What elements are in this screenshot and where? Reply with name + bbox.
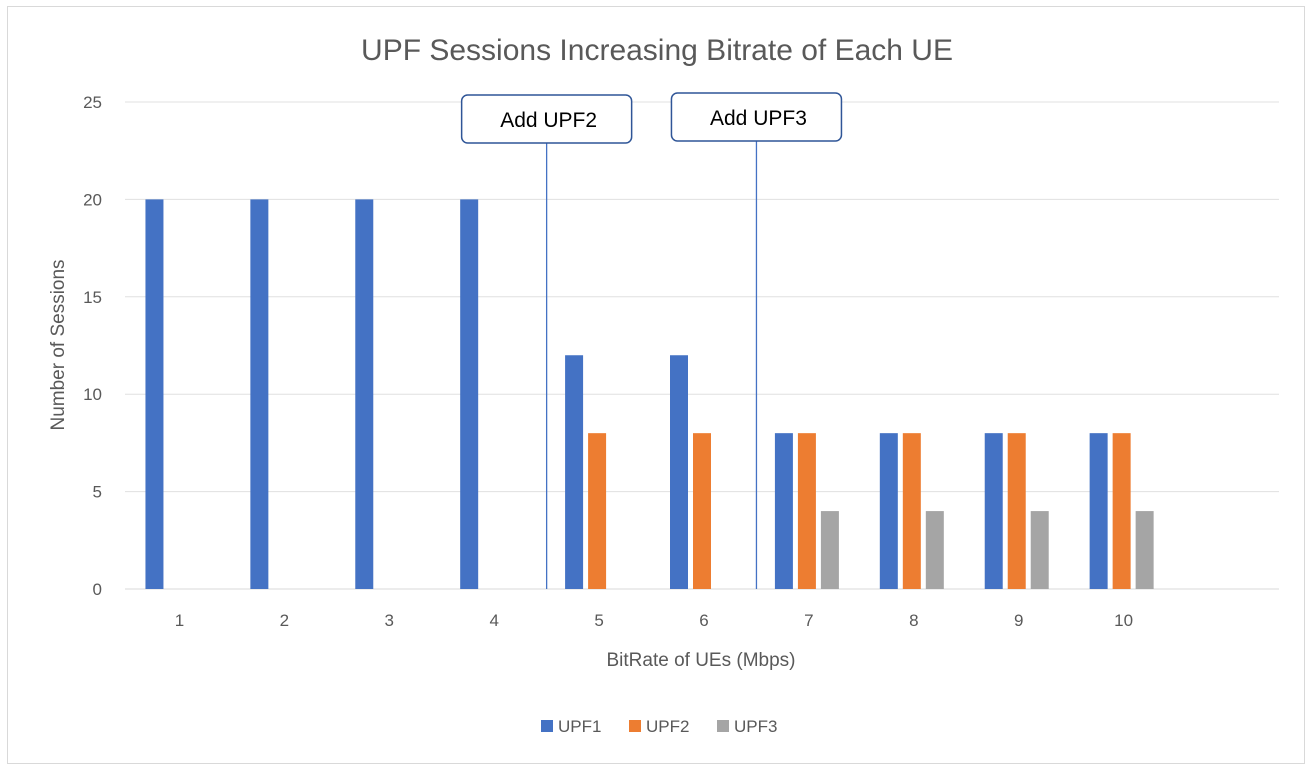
- annotation-label: Add UPF3: [710, 107, 807, 130]
- annotations: Add UPF2 Add UPF3: [460, 92, 843, 589]
- x-tick-label: 7: [804, 611, 813, 630]
- y-tick-label: 20: [83, 190, 102, 209]
- bar-upf1-5: [565, 355, 584, 589]
- legend-label-upf3: UPF3: [734, 717, 777, 736]
- chart-frame: [7, 6, 1305, 764]
- bar-upf2-6: [693, 433, 711, 589]
- x-tick-label: 2: [280, 611, 289, 630]
- bar-upf1-7: [774, 433, 793, 589]
- legend-label-upf2: UPF2: [646, 717, 689, 736]
- bar-upf2-5: [588, 433, 607, 589]
- y-tick-label: 5: [93, 483, 102, 502]
- x-axis-title: BitRate of UEs (Mbps): [607, 650, 796, 671]
- bar-upf2-7: [797, 433, 816, 589]
- y-tick-label: 0: [93, 580, 102, 599]
- bar-upf3-9: [1030, 511, 1049, 589]
- legend-swatch-upf1: [541, 720, 553, 732]
- annotation-label: Add UPF2: [500, 109, 597, 132]
- bar-upf1-6: [670, 355, 688, 589]
- x-axis-ticks: 1 2 3 4 5 6 7 8 9 10: [175, 611, 1133, 630]
- bar-upf1-1: [145, 199, 164, 589]
- bar-upf1-9: [984, 433, 1003, 589]
- legend: UPF1 UPF2 UPF3: [541, 717, 777, 736]
- bar-upf1-4: [460, 199, 479, 589]
- bars: [145, 199, 1154, 589]
- legend-label-upf1: UPF1: [558, 717, 601, 736]
- legend-swatch-upf2: [629, 720, 641, 732]
- x-tick-label: 4: [489, 611, 498, 630]
- bar-upf2-8: [902, 433, 921, 589]
- legend-swatch-upf3: [717, 720, 729, 732]
- bar-upf1-10: [1089, 433, 1108, 589]
- y-tick-label: 10: [83, 385, 102, 404]
- y-tick-label: 25: [83, 93, 102, 112]
- y-tick-label: 15: [83, 288, 102, 307]
- y-axis-title: Number of Sessions: [48, 259, 69, 430]
- x-tick-label: 8: [909, 611, 918, 630]
- x-tick-label: 5: [594, 611, 603, 630]
- x-tick-label: 9: [1014, 611, 1023, 630]
- bar-upf2-9: [1007, 433, 1026, 589]
- x-tick-label: 1: [175, 611, 184, 630]
- x-tick-label: 10: [1114, 611, 1133, 630]
- y-axis-ticks: 0 5 10 15 20 25: [83, 93, 102, 599]
- bar-upf3-7: [820, 511, 839, 589]
- annotation-box: [460, 94, 633, 144]
- annotation-box: [670, 92, 843, 142]
- bar-upf2-10: [1112, 433, 1131, 589]
- bar-upf1-2: [250, 199, 269, 589]
- chart-title: UPF Sessions Increasing Bitrate of Each …: [361, 34, 953, 67]
- bar-upf3-8: [925, 511, 944, 589]
- x-tick-label: 6: [699, 611, 708, 630]
- bar-upf3-10: [1135, 511, 1154, 589]
- bar-upf1-8: [879, 433, 898, 589]
- x-tick-label: 3: [385, 611, 394, 630]
- bar-upf1-3: [355, 199, 374, 589]
